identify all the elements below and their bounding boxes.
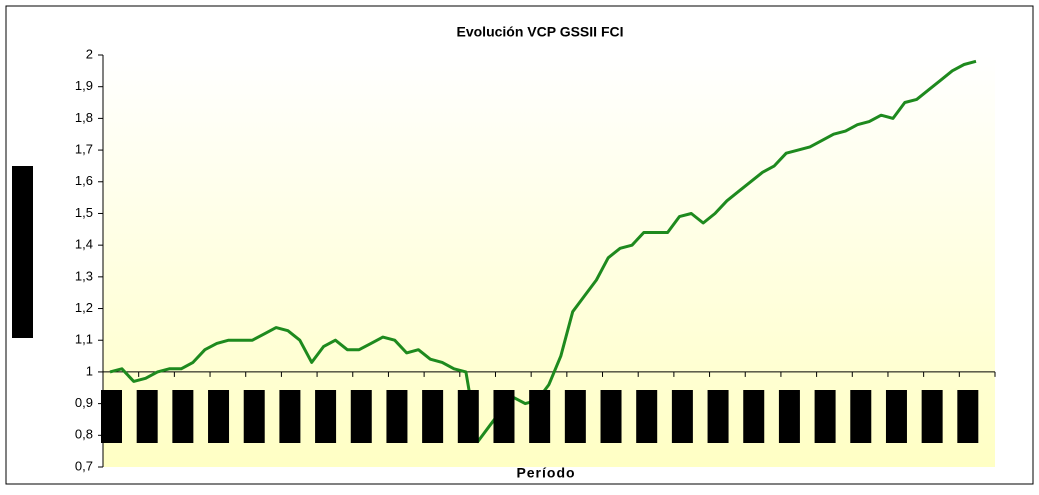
y-tick-label: 0,8 — [75, 427, 93, 442]
redacted-x-label — [743, 390, 765, 443]
redacted-x-label — [136, 390, 158, 443]
y-tick-label: 1,2 — [75, 300, 93, 315]
x-axis-label: Período — [516, 465, 575, 481]
y-tick-label: 2 — [86, 46, 93, 61]
redacted-x-label — [636, 390, 658, 443]
redacted-x-label — [921, 390, 943, 443]
redacted-x-label — [172, 390, 194, 443]
redacted-x-label — [208, 390, 230, 443]
redacted-x-label — [707, 390, 729, 443]
redacted-x-label — [493, 390, 515, 443]
redacted-x-label — [243, 390, 265, 443]
redacted-y-label — [12, 166, 33, 338]
redacted-x-label — [386, 390, 408, 443]
redacted-x-label — [279, 390, 301, 443]
redacted-x-label — [564, 390, 586, 443]
redacted-x-label — [101, 390, 122, 443]
redacted-x-label — [957, 390, 979, 443]
y-tick-label: 1,6 — [75, 173, 93, 188]
y-tick-label: 0,9 — [75, 395, 93, 410]
y-tick-label: 1,9 — [75, 78, 93, 93]
chart-title: Evolución VCP GSSII FCI — [457, 24, 624, 40]
redacted-x-label — [422, 390, 444, 443]
y-tick-label: 1 — [86, 363, 93, 378]
y-tick-label: 1,3 — [75, 268, 93, 283]
y-tick-label: 1,1 — [75, 332, 93, 347]
redacted-x-label — [778, 390, 800, 443]
y-tick-label: 0,7 — [75, 458, 93, 473]
y-tick-label: 1,4 — [75, 237, 93, 252]
y-tick-label: 1,8 — [75, 110, 93, 125]
redacted-x-label — [885, 390, 907, 443]
redacted-x-label — [350, 390, 372, 443]
y-tick-label: 1,7 — [75, 142, 93, 157]
redacted-x-label — [850, 390, 872, 443]
redacted-x-label — [671, 390, 693, 443]
y-tick-label: 1,5 — [75, 205, 93, 220]
redacted-x-label — [315, 390, 337, 443]
redacted-x-label — [529, 390, 551, 443]
redacted-x-label — [457, 390, 479, 443]
redacted-x-label — [814, 390, 836, 443]
redacted-x-label — [600, 390, 622, 443]
